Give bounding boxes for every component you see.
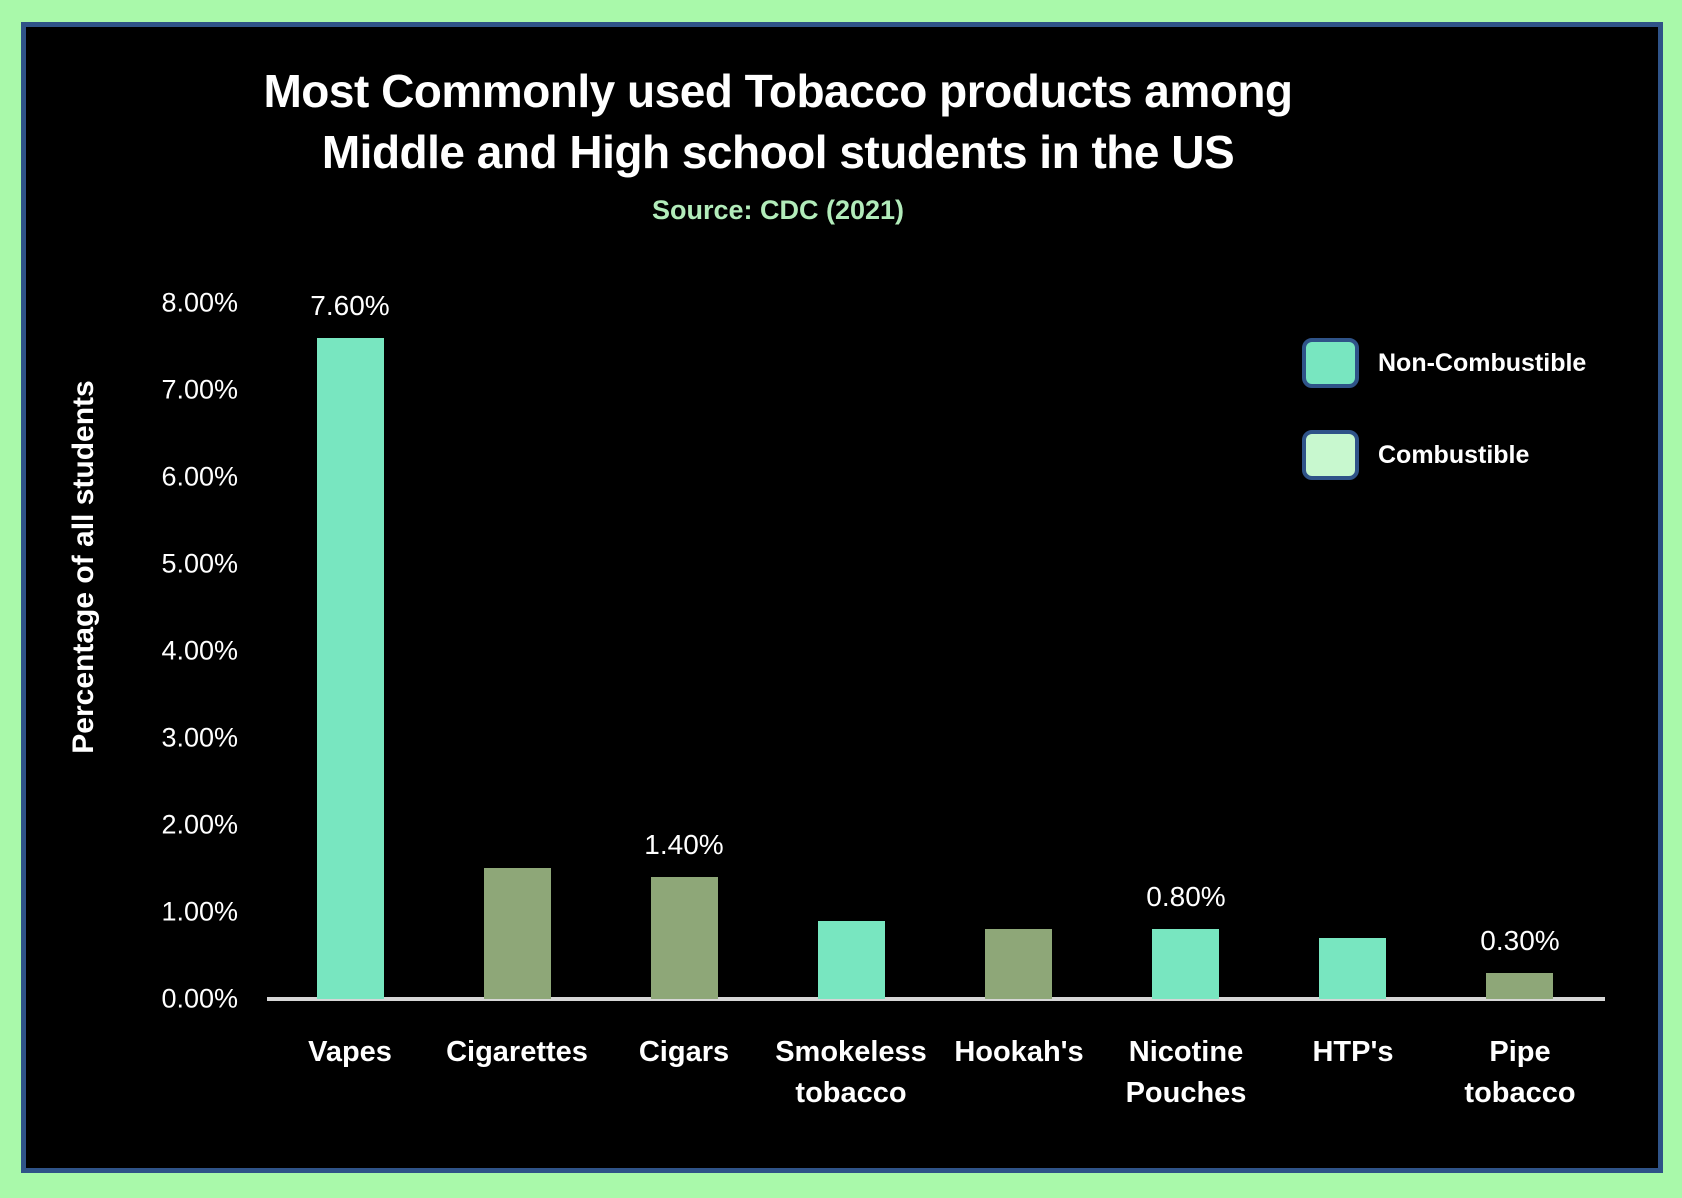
chart-title-line-2: Middle and High school students in the U… [321,126,1235,178]
chart-title-line-1: Most Commonly used Tobacco products amon… [263,65,1293,117]
x-category-label-htp-s: HTP's [1312,1036,1394,1068]
legend-swatch-non-combustible-icon [1302,338,1359,388]
bar-pipe-tobacco [1486,973,1553,999]
value-label-vapes: 7.60% [310,290,390,321]
x-axis-line [267,997,1605,1001]
bar-vapes [317,338,384,999]
x-category-label-nicotine-pouches: Nicotine Pouches [1125,1036,1247,1109]
x-category-label-hookah-s: Hookah's [954,1036,1084,1068]
y-tick-1-00: 1.00% [161,896,238,927]
value-label-nicotine-pouches: 0.80% [1146,881,1226,912]
source-label: Source: CDC (2021) [651,195,905,225]
bar-cigars [651,877,718,999]
chart-title: Most Commonly used Tobacco products amon… [26,61,1530,183]
x-category-label-vapes: Vapes [308,1036,392,1068]
bar-smokeless-tobacco [818,921,885,999]
x-category-label-cigars: Cigars [638,1036,730,1068]
bar-htp-s [1319,938,1386,999]
legend-label-non-combustible: Non-Combustible [1378,348,1587,377]
y-tick-5-00: 5.00% [161,548,238,579]
y-tick-3-00: 3.00% [161,722,238,753]
bar-cigarettes [484,868,551,999]
plot-area: 7.60% Vapes Cigarettes 1.40% Cigars Smokeless… [267,290,1605,1109]
y-tick-2-00: 2.00% [161,809,238,840]
chart-frame: Most Commonly used Tobacco products amon… [21,22,1663,1173]
bar-hookah-s [985,929,1052,999]
y-tick-4-00: 4.00% [161,635,238,666]
y-tick-0-00: 0.00% [161,983,238,1014]
y-axis-ticks: 0.00% 1.00% 2.00% 3.00% 4.00% 5.00% 6.00% 7.00%… [26,288,238,1014]
y-tick-6-00: 6.00% [161,461,238,492]
value-label-cigars: 1.40% [644,829,724,860]
x-category-label-smokeless-tobacco: Smokeless tobacco [775,1036,927,1109]
x-category-label-pipe-tobacco: Pipe tobacco [1464,1036,1576,1109]
value-label-pipe-tobacco: 0.30% [1480,925,1560,956]
legend-item-combustible: Combustible [1302,430,1529,480]
legend-item-non-combustible: Non-Combustible [1302,338,1586,388]
x-category-label-cigarettes: Cigarettes [446,1036,588,1068]
y-tick-7-00: 7.00% [161,374,238,405]
legend-label-combustible: Combustible [1378,440,1530,469]
y-tick-8-00: 8.00% [161,287,238,318]
chart-area: Most Commonly used Tobacco products amon… [26,27,1658,1168]
legend-swatch-combustible-icon [1302,430,1359,480]
bar-nicotine-pouches [1152,929,1219,999]
